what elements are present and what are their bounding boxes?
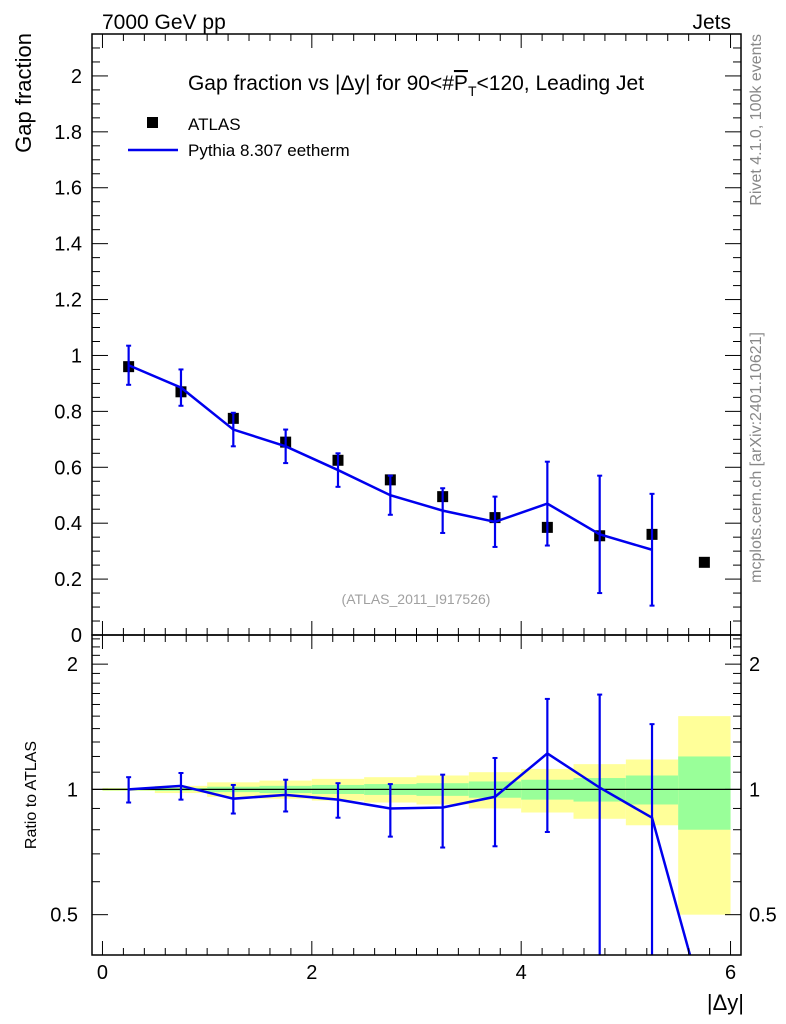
main-y-tick-label: 1.4 bbox=[54, 234, 82, 256]
main-y-tick-label: 1.2 bbox=[54, 290, 82, 312]
main-y-tick-label: 0.6 bbox=[54, 457, 82, 479]
ratio-band-inner bbox=[678, 756, 731, 830]
main-y-tick-label: 1.8 bbox=[54, 122, 82, 144]
main-y-tick-label: 0.8 bbox=[54, 401, 82, 423]
main-y-tick-label: 2 bbox=[71, 66, 82, 88]
ratio-y-tick-label-right: 1 bbox=[749, 779, 760, 801]
x-tick-label: 4 bbox=[516, 962, 527, 984]
main-y-tick-label: 0 bbox=[71, 625, 82, 647]
x-tick-label: 2 bbox=[306, 962, 317, 984]
legend-pythia-label: Pythia 8.307 eetherm bbox=[188, 141, 350, 160]
ratio-y-tick-label-left: 0.5 bbox=[50, 905, 78, 927]
header-right: Jets bbox=[692, 11, 731, 34]
ratio-y-tick-label-right: 0.5 bbox=[749, 905, 777, 927]
ratio-line bbox=[128, 751, 692, 955]
title-overlined-p: P bbox=[454, 72, 468, 95]
analysis-watermark: (ATLAS_2011_I917526) bbox=[342, 591, 491, 607]
header-left: 7000 GeV pp bbox=[102, 11, 226, 34]
main-y-tick-label: 1.6 bbox=[54, 178, 82, 200]
legend-atlas-label: ATLAS bbox=[188, 115, 241, 134]
main-y-axis-title: Gap fraction bbox=[11, 33, 36, 153]
rivet-side-label: Rivet 4.1.0, 100k events bbox=[748, 34, 765, 206]
title-subscript-t: T bbox=[468, 83, 477, 99]
atlas-data-point bbox=[698, 556, 710, 568]
pythia-line bbox=[128, 364, 653, 551]
x-tick-label: 0 bbox=[97, 962, 108, 984]
main-y-tick-label: 0.4 bbox=[54, 513, 82, 535]
x-tick-label: 6 bbox=[725, 962, 736, 984]
ratio-y-tick-label-left: 2 bbox=[67, 654, 78, 676]
mcplots-side-label: mcplots.cern.ch [arXiv:2401.10621] bbox=[748, 332, 765, 583]
main-y-tick-label: 1 bbox=[71, 345, 82, 367]
main-y-tick-label: 0.2 bbox=[54, 569, 82, 591]
legend-atlas-marker bbox=[147, 117, 158, 128]
x-axis-title: |Δy| bbox=[707, 990, 744, 1015]
chart-title: Gap fraction vs |Δy| for 90<#PT<120, Lea… bbox=[188, 72, 644, 99]
ratio-y-tick-label-left: 1 bbox=[67, 779, 78, 801]
ratio-y-tick-label-right: 2 bbox=[749, 654, 760, 676]
ratio-y-axis-title: Ratio to ATLAS bbox=[23, 741, 40, 849]
